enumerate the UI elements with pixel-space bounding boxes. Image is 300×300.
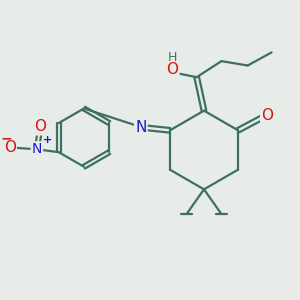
Text: +: + [43,135,52,145]
Text: O: O [34,119,46,134]
Text: N: N [32,142,42,156]
Text: O: O [4,140,16,155]
Text: O: O [167,62,178,77]
Text: H: H [168,51,177,64]
Text: N: N [135,120,146,135]
Text: −: − [1,131,13,145]
Text: O: O [261,108,273,123]
